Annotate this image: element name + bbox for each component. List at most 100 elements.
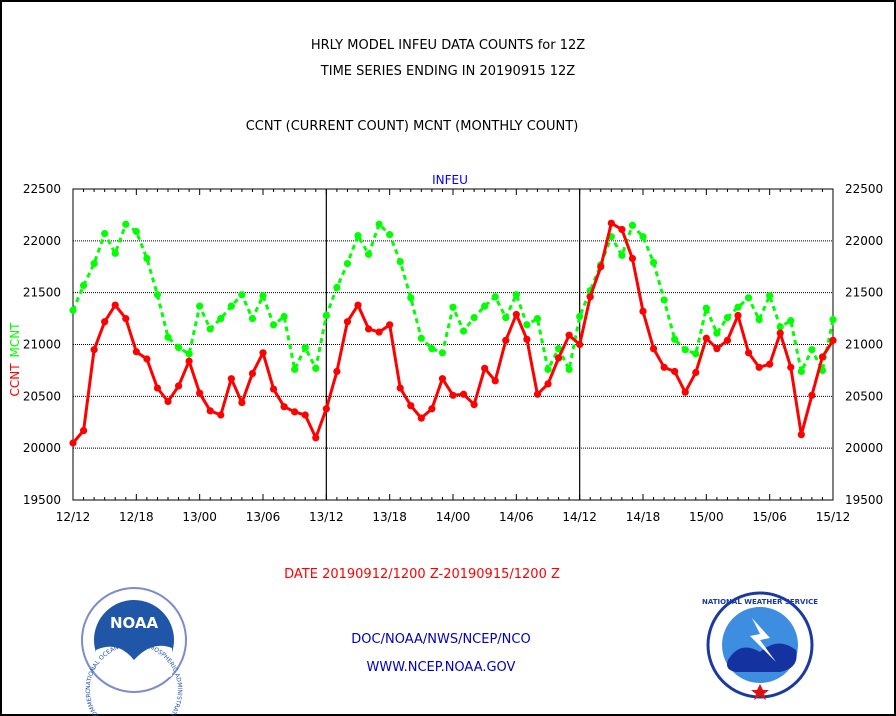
nws-star-icon [751,684,769,700]
data-point-ccnt [808,391,816,399]
data-point-ccnt [132,348,140,356]
data-point-ccnt [459,390,468,398]
data-point-mcnt [364,250,373,258]
data-point-mcnt [69,306,77,314]
data-point-ccnt [227,375,235,383]
data-point-ccnt [174,382,183,390]
data-point-mcnt [829,316,837,324]
data-point-mcnt [576,312,584,321]
data-point-ccnt [269,385,278,393]
data-point-ccnt [301,411,309,419]
data-point-ccnt [206,407,214,415]
y-tick-label-right: 20000 [845,441,883,455]
data-point-mcnt [407,294,415,302]
y-label-ccnt: CCNT [8,363,22,397]
data-point-ccnt [829,336,837,344]
data-point-mcnt [808,346,816,354]
data-point-ccnt [333,367,341,376]
data-point-ccnt [607,219,615,227]
data-point-ccnt [681,388,689,396]
data-point-ccnt [818,353,827,361]
data-point-mcnt [132,227,140,236]
data-point-mcnt [671,335,679,343]
data-point-mcnt [554,345,563,353]
data-point-ccnt [386,321,394,329]
data-point-mcnt [428,345,436,353]
data-point-mcnt [396,257,404,266]
data-point-mcnt [417,334,425,342]
data-point-mcnt [312,364,320,372]
data-point-mcnt [734,303,742,311]
y-tick-label-left: 21000 [23,338,61,352]
data-point-mcnt [681,346,689,354]
data-point-mcnt [533,314,542,323]
data-point-ccnt [502,336,510,344]
data-point-ccnt [79,426,88,435]
y-tick-label-right: 20500 [845,389,883,403]
data-point-ccnt [776,329,784,337]
y-tick-label-left: 19500 [23,493,61,507]
y-tick-label-left: 21500 [23,286,61,300]
data-point-ccnt [702,334,710,342]
data-point-mcnt [174,344,183,352]
data-point-mcnt [512,291,520,299]
data-point-ccnt [755,363,763,371]
noaa-wordmark: NOAA [110,614,159,632]
data-point-ccnt [280,403,288,411]
data-point-mcnt [544,365,552,373]
data-point-mcnt [375,220,383,228]
data-point-mcnt [280,312,288,321]
data-point-mcnt [565,365,573,373]
data-point-ccnt [597,263,605,271]
data-point-mcnt [79,281,88,290]
data-point-mcnt [248,314,257,323]
y-tick-label-left: 22000 [23,234,61,248]
data-point-ccnt [470,401,478,409]
date-range: DATE 20190912/1200 Z-20190915/1200 Z [284,567,560,582]
y-label-mcnt: MCNT [8,322,22,358]
subtitle: CCNT (CURRENT COUNT) MCNT (MONTHLY COUNT… [245,119,579,134]
data-point-ccnt [291,408,299,416]
data-point-mcnt [470,313,478,322]
data-point-mcnt [618,251,626,259]
data-point-ccnt [164,397,172,406]
data-point-ccnt [523,335,531,343]
data-point-ccnt [354,301,362,309]
data-point-mcnt [523,321,531,329]
y-tick-label-left: 20000 [23,441,61,455]
data-point-ccnt [533,390,542,398]
data-point-mcnt [491,293,499,301]
data-point-mcnt [259,292,267,300]
data-point-mcnt [206,325,214,333]
data-point-ccnt [238,398,246,407]
data-point-ccnt [185,357,193,365]
data-point-mcnt [227,302,235,310]
data-point-ccnt [649,345,658,353]
y-tick-label-right: 22000 [845,234,883,248]
data-point-mcnt [502,313,510,322]
x-tick-label: 14/00 [436,510,471,524]
data-point-mcnt [702,304,710,312]
nws-lightning-icon [750,618,776,662]
nws-cloud-icon [727,643,797,672]
panel-title: INFEU [432,173,468,187]
data-point-mcnt [354,232,362,240]
data-point-mcnt [185,350,193,358]
data-point-mcnt [322,311,330,320]
data-point-ccnt [766,360,774,368]
data-point-ccnt [396,384,404,392]
data-point-ccnt [153,384,162,392]
data-point-ccnt [787,363,795,371]
data-point-mcnt [343,260,352,268]
x-tick-label: 15/06 [752,510,787,524]
data-point-ccnt [407,402,415,410]
data-point-ccnt [660,363,668,371]
data-point-mcnt [90,260,98,268]
data-point-mcnt [481,302,489,310]
data-point-ccnt [217,411,225,419]
data-point-ccnt [428,405,436,413]
data-point-mcnt [692,350,700,358]
data-point-mcnt [744,294,753,302]
data-point-ccnt [723,336,732,344]
website-link[interactable]: WWW.NCEP.NOAA.GOV [366,660,516,675]
